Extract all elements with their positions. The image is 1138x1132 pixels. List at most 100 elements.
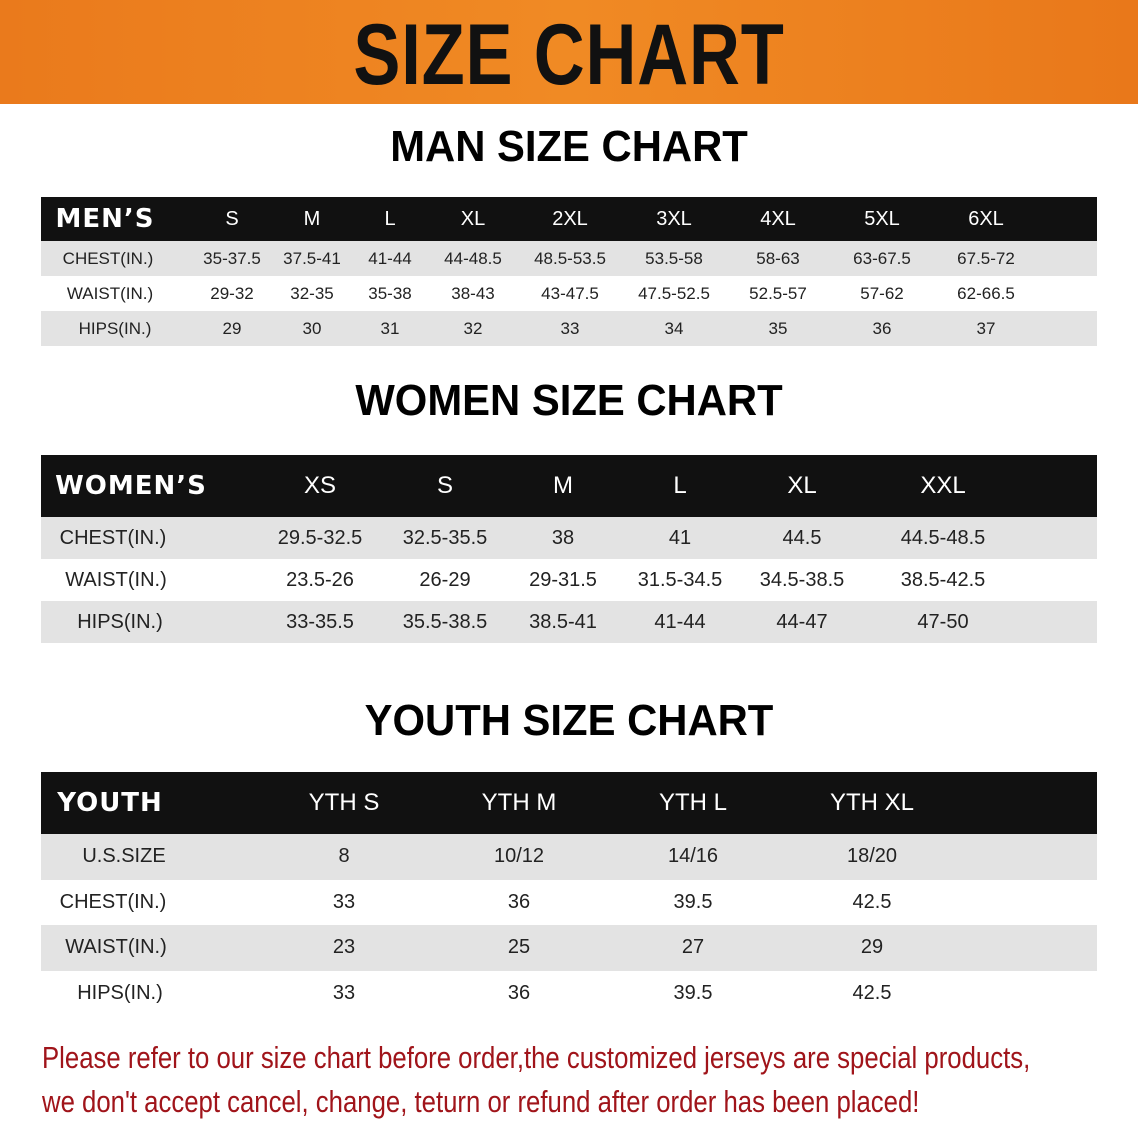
measurement-value: 38.5-42.5 [900, 568, 986, 591]
size-header-cell: XS [303, 472, 337, 499]
size-header-cell: L [384, 207, 396, 230]
measurement-value: 38 [551, 526, 575, 549]
youth-table-row: HIPS(IN.) 33 36 39.5 42.5 [41, 970, 1097, 1016]
banner-title: SIZE CHART [353, 7, 785, 103]
measurement-value: 41-44 [654, 610, 706, 633]
women-header-row: WOMEN’S XS S M L XL XXL [41, 455, 1097, 517]
measurement-value: 58-63 [756, 248, 800, 268]
measurement-value: 14/16 [667, 845, 719, 868]
youth-section-title: YOUTH SIZE CHART [364, 696, 774, 745]
measurement-value: 35-37.5 [203, 248, 261, 268]
youth-size-table: YOUTH YTH S YTH M YTH L YTH XL U.S.SIZE 8 10/12… [41, 772, 1097, 1016]
measurement-value: 37 [976, 318, 996, 338]
measurement-value: 31 [380, 318, 400, 338]
measurement-value: 29 [860, 936, 884, 959]
size-header-cell: YTH M [481, 789, 557, 816]
measurement-value: 36 [507, 981, 531, 1004]
men-header-row: MEN’S S M L XL 2XL 3XL 4XL 5XL 6XL [41, 197, 1097, 241]
women-table-row: WAIST(IN.) 23.5-26 26-29 29-31.5 31.5-34.5 34… [41, 559, 1097, 601]
notice-line-1: Please refer to our size chart before or… [42, 1040, 1031, 1075]
size-header-cell: 6XL [968, 207, 1004, 230]
size-header-cell: XXL [920, 472, 966, 499]
measurement-label: U.S.SIZE [82, 845, 166, 868]
measurement-value: 47-50 [917, 610, 969, 633]
measurement-value: 23 [332, 936, 356, 959]
size-header-cell: XL [460, 207, 486, 230]
measurement-label: HIPS(IN.) [77, 610, 163, 633]
measurement-value: 42.5 [852, 981, 892, 1004]
size-header-cell: S [225, 207, 239, 230]
measurement-label: WAIST(IN.) [66, 283, 154, 303]
measurement-value: 42.5 [852, 890, 892, 913]
measurement-value: 39.5 [673, 981, 713, 1004]
measurement-value: 44-48.5 [444, 248, 502, 268]
measurement-label: HIPS(IN.) [77, 981, 163, 1004]
size-header-cell: 2XL [552, 207, 588, 230]
size-header-cell: 5XL [864, 207, 900, 230]
measurement-value: 23.5-26 [286, 568, 354, 591]
size-header-cell: M [303, 207, 321, 230]
measurement-value: 63-67.5 [853, 248, 911, 268]
measurement-value: 37.5-41 [283, 248, 341, 268]
measurement-label: CHEST(IN.) [59, 526, 167, 549]
measurement-label: HIPS(IN.) [78, 318, 152, 338]
measurement-value: 35 [768, 318, 788, 338]
youth-header-row: YOUTH YTH S YTH M YTH L YTH XL [41, 772, 1097, 834]
men-section-title: MAN SIZE CHART [390, 122, 748, 171]
measurement-value: 33 [332, 890, 356, 913]
measurement-label: WAIST(IN.) [65, 936, 167, 959]
measurement-value: 32 [463, 318, 483, 338]
women-size-table: WOMEN’S XS S M L XL XXL CHEST(IN.) 29.5-32.5 32.5… [41, 455, 1097, 643]
men-table-row: HIPS(IN.) 29 30 31 32 33 34 35 36 37 [41, 311, 1097, 346]
measurement-value: 26-29 [419, 568, 471, 591]
measurement-value: 29.5-32.5 [277, 526, 363, 549]
measurement-label: WAIST(IN.) [65, 568, 167, 591]
measurement-value: 34.5-38.5 [759, 568, 845, 591]
measurement-value: 32-35 [290, 283, 334, 303]
banner: SIZE CHART [0, 0, 1138, 104]
measurement-value: 35.5-38.5 [402, 610, 488, 633]
measurement-value: 44.5-48.5 [900, 526, 986, 549]
women-section-title: WOMEN SIZE CHART [355, 376, 783, 425]
measurement-value: 48.5-53.5 [534, 248, 606, 268]
measurement-value: 52.5-57 [749, 283, 807, 303]
youth-table-row: WAIST(IN.) 23 25 27 29 [41, 925, 1097, 971]
youth-table-row: CHEST(IN.) 33 36 39.5 42.5 [41, 879, 1097, 925]
measurement-value: 18/20 [846, 845, 898, 868]
measurement-value: 29-31.5 [529, 568, 597, 591]
measurement-value: 39.5 [673, 890, 713, 913]
youth-table-row: U.S.SIZE 8 10/12 14/16 18/20 [41, 834, 1097, 880]
measurement-value: 53.5-58 [645, 248, 703, 268]
size-header-cell: YTH S [308, 789, 380, 816]
measurement-value: 10/12 [493, 845, 545, 868]
measurement-value: 29 [222, 318, 242, 338]
measurement-value: 29-32 [210, 283, 254, 303]
size-header-cell: YTH XL [829, 789, 915, 816]
notice-line-2: we don't accept cancel, change, teturn o… [42, 1084, 920, 1119]
table-header-label: YOUTH [57, 788, 163, 818]
measurement-value: 57-62 [860, 283, 904, 303]
men-table-row: CHEST(IN.) 35-37.5 37.5-41 41-44 44-48.5 48.5… [41, 241, 1097, 276]
measurement-value: 33 [560, 318, 580, 338]
women-table-row: CHEST(IN.) 29.5-32.5 32.5-35.5 38 41 44.5 44.5… [41, 517, 1097, 559]
women-table-row: HIPS(IN.) 33-35.5 35.5-38.5 38.5-41 41-44 44-… [41, 601, 1097, 643]
measurement-value: 36 [507, 890, 531, 913]
measurement-value: 38.5-41 [529, 610, 597, 633]
measurement-value: 47.5-52.5 [638, 283, 710, 303]
men-table-row: WAIST(IN.) 29-32 32-35 35-38 38-43 43-47.5 47.… [41, 276, 1097, 311]
size-header-cell: YTH L [658, 789, 728, 816]
measurement-value: 41 [668, 526, 692, 549]
measurement-value: 62-66.5 [957, 283, 1015, 303]
measurement-value: 44-47 [776, 610, 828, 633]
size-header-cell: 3XL [656, 207, 692, 230]
measurement-value: 34 [664, 318, 684, 338]
table-header-label: MEN’S [55, 204, 155, 234]
measurement-value: 8 [338, 845, 350, 868]
measurement-label: CHEST(IN.) [59, 890, 167, 913]
measurement-value: 32.5-35.5 [402, 526, 488, 549]
measurement-value: 33 [332, 981, 356, 1004]
measurement-value: 35-38 [368, 283, 412, 303]
size-header-cell: 4XL [760, 207, 796, 230]
size-header-cell: XL [787, 472, 817, 499]
size-header-cell: L [673, 472, 687, 499]
